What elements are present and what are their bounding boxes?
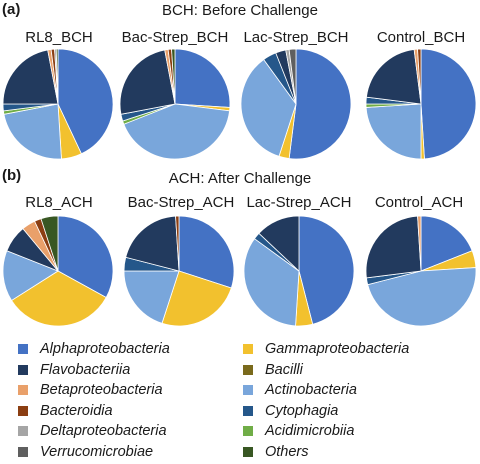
pie-slice	[11, 270, 107, 327]
legend-item: Verrucomicrobiae	[18, 443, 153, 461]
pie-chart	[243, 215, 355, 327]
pie-slice	[288, 48, 352, 160]
legend-swatch	[18, 385, 28, 395]
pie-slice	[174, 48, 231, 108]
pie-title: Control_BCH	[376, 29, 466, 46]
pie-title: Bac-Strep_ACH	[127, 194, 235, 211]
pie-slice	[175, 215, 180, 272]
legend-swatch	[243, 405, 253, 416]
pie-chart	[240, 48, 352, 160]
legend-item: Flavobacteriia	[18, 361, 130, 379]
legend-label: Verrucomicrobiae	[40, 443, 154, 460]
legend-label: Alphaproteobacteria	[40, 341, 170, 357]
legend-swatch	[18, 405, 28, 416]
panel-a-title: BCH: Before Challenge	[162, 2, 318, 19]
legend-item: Gammaproteobacteria	[243, 340, 409, 358]
pie-slice	[365, 103, 422, 160]
legend-swatch	[18, 344, 28, 354]
pie-slice	[298, 215, 355, 325]
pie-title: Bac-Strep_BCH	[121, 29, 229, 46]
legend-label: Acidimicrobiia	[265, 423, 355, 439]
pie-title: RL8_BCH	[25, 29, 93, 46]
pie-slice	[40, 215, 59, 272]
legend: Alphaproteobacteria Flavobacteriia Betapro…	[0, 340, 480, 464]
legend-label: Deltaproteobacteria	[40, 423, 167, 439]
legend-item: Acidimicrobiia	[243, 422, 354, 440]
legend-item: Actinobacteria	[243, 381, 357, 399]
legend-label: Gammaproteobacteria	[265, 341, 410, 357]
legend-item: Cytophagia	[243, 402, 338, 420]
pie-chart	[119, 48, 231, 160]
pie-slice	[57, 48, 114, 155]
pie-slice	[243, 238, 300, 327]
legend-label: Actinobacteria	[265, 382, 357, 398]
panel-b-tag: (b)	[2, 167, 22, 184]
legend-item: Others	[243, 443, 309, 461]
pie-slice	[119, 49, 176, 115]
pie-slice	[288, 48, 297, 105]
pie-title: RL8_ACH	[25, 194, 93, 211]
legend-item: Betaproteobacteria	[18, 381, 163, 399]
legend-item: Bacilli	[243, 361, 303, 379]
pie-chart	[2, 48, 114, 160]
pie-slice	[55, 48, 59, 105]
pie-chart	[365, 215, 477, 327]
pie-slice	[365, 48, 422, 105]
pie-slice	[365, 215, 422, 279]
pie-slice	[417, 215, 422, 272]
pie-slice	[171, 48, 176, 105]
pie-title: Lac-Strep_ACH	[246, 194, 352, 211]
legend-label: Cytophagia	[265, 402, 339, 419]
legend-label: Bacilli	[265, 361, 303, 378]
pie-title: Control_ACH	[374, 194, 464, 211]
pie-slice	[57, 215, 114, 299]
pie-slice	[240, 58, 297, 157]
pie-slice	[367, 267, 477, 327]
legend-swatch	[243, 364, 253, 375]
legend-item: Deltaproteobacteria	[18, 422, 167, 440]
pie-slice	[123, 103, 231, 160]
legend-label: Others	[265, 443, 309, 460]
legend-label: Bacteroidia	[40, 402, 113, 419]
pie-chart	[123, 215, 235, 327]
legend-label: Flavobacteriia	[40, 361, 131, 378]
pie-slice	[123, 270, 180, 324]
pie-title: Lac-Strep_BCH	[243, 29, 349, 46]
legend-swatch	[243, 426, 253, 436]
pie-chart	[2, 215, 114, 327]
pie-slice	[2, 49, 59, 105]
pie-slice	[417, 48, 422, 105]
pie-slice	[2, 250, 59, 302]
pie-slice	[125, 215, 180, 272]
pie-slice	[161, 270, 232, 327]
legend-swatch	[18, 364, 28, 375]
legend-item: Bacteroidia	[18, 402, 113, 420]
legend-swatch	[243, 344, 253, 354]
legend-label: Betaproteobacteria	[40, 382, 163, 398]
pie-slice	[420, 48, 477, 160]
pie-slice	[3, 103, 62, 160]
panel-a-tag: (a)	[2, 1, 21, 18]
legend-swatch	[243, 385, 253, 395]
panel-b-title: ACH: After Challenge	[168, 170, 312, 187]
pie-chart	[365, 48, 477, 160]
legend-swatch	[18, 426, 28, 436]
pie-slice	[178, 215, 235, 289]
legend-swatch	[18, 446, 28, 457]
legend-item: Alphaproteobacteria	[18, 340, 170, 358]
pie-slice	[258, 215, 300, 272]
legend-swatch	[243, 446, 253, 457]
pie-slice	[420, 215, 473, 272]
